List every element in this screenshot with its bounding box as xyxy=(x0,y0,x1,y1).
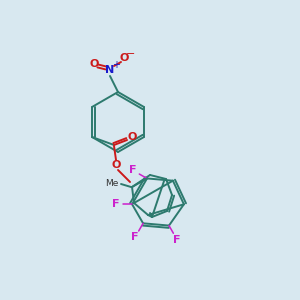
Text: +: + xyxy=(112,60,120,70)
Text: F: F xyxy=(173,235,181,244)
Text: O: O xyxy=(89,59,99,69)
Text: O: O xyxy=(119,53,129,63)
Text: O: O xyxy=(111,160,121,170)
Text: −: − xyxy=(126,49,136,59)
Text: F: F xyxy=(112,199,120,209)
Text: Me: Me xyxy=(105,178,119,188)
Text: F: F xyxy=(131,232,139,242)
Text: N: N xyxy=(105,65,115,75)
Text: F: F xyxy=(129,165,137,176)
Text: O: O xyxy=(127,132,137,142)
